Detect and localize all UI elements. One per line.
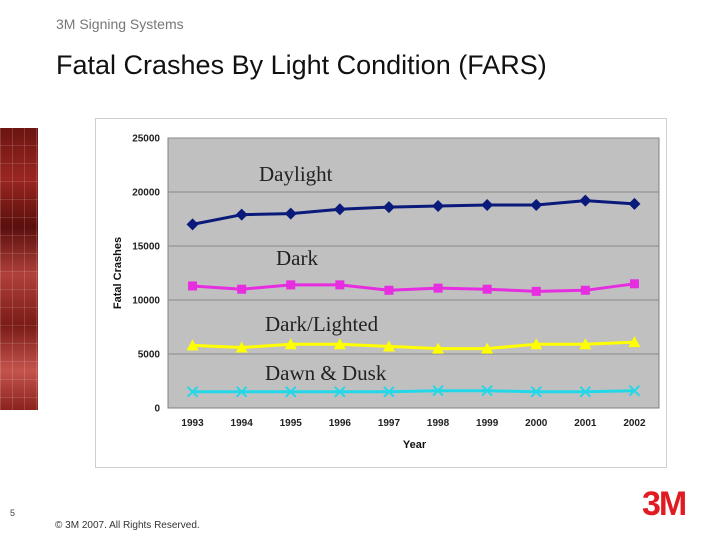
data-point-dark-lighted bbox=[530, 338, 543, 350]
data-point-dawn-dusk bbox=[235, 386, 248, 398]
data-point-dark bbox=[286, 280, 296, 290]
data-point-dawn-dusk bbox=[285, 386, 297, 398]
company-header: 3M Signing Systems bbox=[56, 16, 184, 32]
data-point-dawn-dusk bbox=[383, 386, 395, 398]
x-tick-label: 2000 bbox=[525, 418, 548, 429]
chart-frame: 0 5000 10000 15000 20000 25000 1993 1994 1995 199… bbox=[95, 118, 667, 468]
data-point-dark bbox=[580, 285, 590, 295]
x-tick-label: 1995 bbox=[280, 418, 303, 429]
slide-title: Fatal Crashes By Light Condition (FARS) bbox=[56, 50, 547, 80]
data-point-dark bbox=[433, 283, 443, 293]
y-tick-label: 15000 bbox=[132, 242, 160, 253]
y-tick-label: 25000 bbox=[132, 134, 160, 145]
data-point-dark-lighted bbox=[235, 341, 248, 353]
data-point-dark bbox=[531, 286, 541, 296]
data-point-dark-lighted bbox=[628, 336, 641, 348]
data-point-daylight bbox=[333, 203, 346, 216]
data-point-dark-lighted bbox=[186, 339, 199, 351]
x-tick-label: 2001 bbox=[574, 418, 597, 429]
data-point-dawn-dusk bbox=[530, 386, 542, 398]
data-point-dark-lighted bbox=[579, 338, 592, 350]
dark-label: Dark bbox=[276, 246, 318, 270]
data-point-dark bbox=[188, 281, 198, 291]
y-tick-label: 0 bbox=[154, 404, 160, 415]
series-line-dark-lighted bbox=[192, 340, 635, 351]
data-point-daylight bbox=[284, 207, 297, 220]
data-point-dark-lighted bbox=[333, 338, 346, 350]
series-line-dawn-dusk bbox=[192, 389, 635, 394]
copyright-text: © 3M 2007. All Rights Reserved. bbox=[55, 520, 200, 531]
daylight-label: Daylight bbox=[259, 162, 333, 186]
plot-area bbox=[167, 137, 660, 409]
data-point-dark bbox=[629, 279, 639, 289]
data-point-daylight bbox=[382, 201, 395, 214]
decorative-side-image bbox=[0, 128, 38, 410]
data-point-dark bbox=[237, 284, 247, 294]
data-point-daylight bbox=[481, 198, 494, 211]
data-point-dark-lighted bbox=[481, 342, 494, 354]
data-point-dark bbox=[482, 284, 492, 294]
data-point-daylight bbox=[432, 200, 445, 213]
data-point-dark bbox=[335, 280, 345, 290]
data-point-dawn-dusk bbox=[334, 386, 346, 398]
data-point-dark-lighted bbox=[432, 342, 445, 354]
dark-lighted-label: Dark/Lighted bbox=[265, 312, 379, 336]
data-point-dawn-dusk bbox=[186, 386, 199, 398]
y-axis-label: Fatal Crashes bbox=[112, 237, 124, 309]
x-tick-label: 1999 bbox=[476, 418, 499, 429]
data-point-dawn-dusk bbox=[628, 385, 641, 397]
data-point-daylight bbox=[628, 197, 641, 210]
data-point-dark-lighted bbox=[284, 338, 297, 350]
data-point-daylight bbox=[530, 198, 543, 211]
y-tick-label: 20000 bbox=[132, 188, 160, 199]
3m-logo: 3M bbox=[642, 485, 687, 523]
data-point-dark bbox=[384, 285, 394, 295]
series-line-daylight bbox=[192, 199, 635, 226]
x-axis-label: Year bbox=[403, 439, 427, 451]
data-point-dark-lighted bbox=[382, 340, 395, 352]
data-point-daylight bbox=[579, 194, 592, 207]
dawn-dusk-label: Dawn & Dusk bbox=[265, 361, 387, 385]
y-tick-label: 5000 bbox=[138, 350, 161, 361]
data-point-dawn-dusk bbox=[481, 385, 493, 397]
x-tick-label: 1997 bbox=[378, 418, 401, 429]
page-number: 5 bbox=[10, 508, 16, 518]
data-point-dawn-dusk bbox=[579, 386, 592, 398]
data-point-daylight bbox=[235, 208, 248, 221]
series-line-dark bbox=[192, 282, 635, 293]
data-point-daylight bbox=[186, 218, 199, 231]
line-chart: 0 5000 10000 15000 20000 25000 1993 1994 1995 199… bbox=[112, 134, 660, 451]
x-tick-label: 1996 bbox=[329, 418, 352, 429]
x-tick-label: 1993 bbox=[181, 418, 204, 429]
data-point-dawn-dusk bbox=[432, 385, 444, 397]
x-tick-label: 1994 bbox=[231, 418, 254, 429]
y-tick-label: 10000 bbox=[132, 296, 160, 307]
x-tick-label: 1998 bbox=[427, 418, 450, 429]
x-tick-label: 2002 bbox=[623, 418, 646, 429]
